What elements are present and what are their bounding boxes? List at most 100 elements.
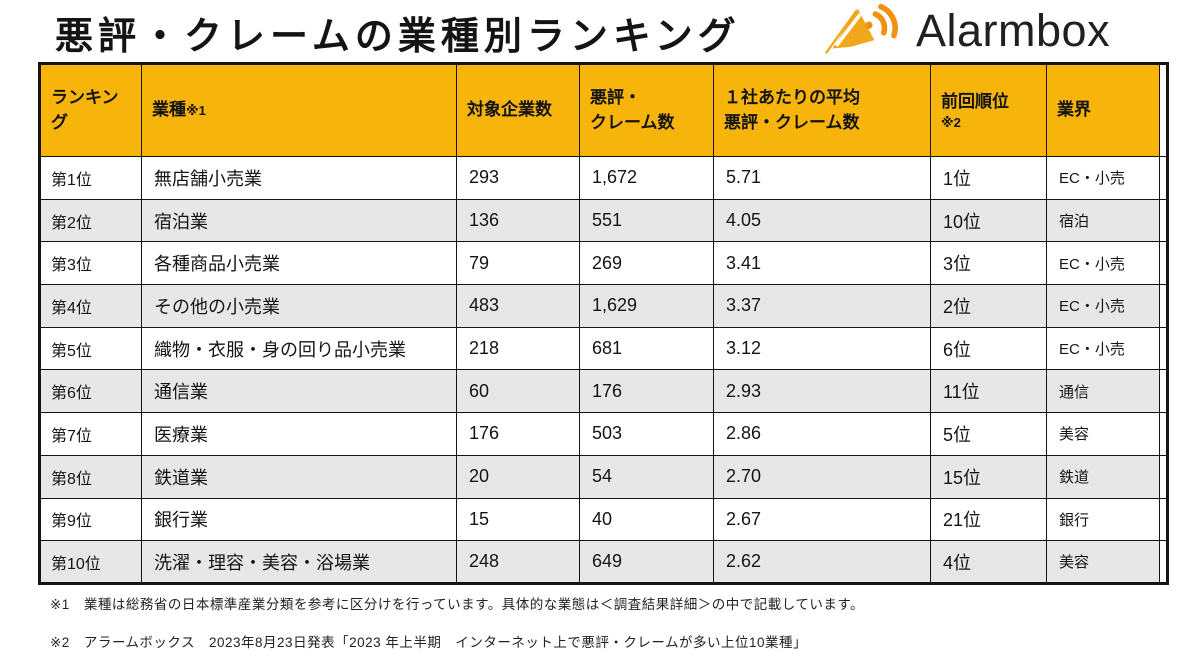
cell-sector: 通信 xyxy=(1046,369,1160,414)
empty-cell xyxy=(1159,326,1168,371)
cell-industry: 鉄道業 xyxy=(141,454,457,499)
cell-industry: 無店舗小売業 xyxy=(141,156,457,200)
empty-cell xyxy=(1159,412,1168,456)
cell-avg: 2.62 xyxy=(713,540,931,584)
table-row: 第10位 洗濯・理容・美容・浴場業 248 649 2.62 4位 美容 xyxy=(39,540,1168,584)
cell-rank: 第8位 xyxy=(39,454,142,499)
cell-rank: 第6位 xyxy=(39,369,142,414)
cell-complaints: 176 xyxy=(579,369,714,414)
cell-complaints: 269 xyxy=(579,241,714,286)
cell-rank: 第3位 xyxy=(39,241,142,286)
cell-companies: 218 xyxy=(456,326,580,371)
cell-industry: 各種商品小売業 xyxy=(141,241,457,286)
cell-avg: 2.93 xyxy=(713,369,931,414)
cell-prev: 5位 xyxy=(930,412,1047,456)
cell-complaints: 681 xyxy=(579,326,714,371)
alarmbox-logo-text: Alarmbox xyxy=(916,5,1111,56)
header-industry: 業種※1 xyxy=(141,63,457,157)
empty-cell xyxy=(1159,540,1168,584)
footnote-1: ※1 業種は総務省の日本標準産業分類を参考に区分けを行っています。具体的な業態は… xyxy=(50,597,865,612)
table-row: 第5位 織物・衣服・身の回り品小売業 218 681 3.12 6位 EC・小売 xyxy=(39,326,1168,371)
cell-avg: 5.71 xyxy=(713,156,931,200)
cell-prev: 6位 xyxy=(930,326,1047,371)
table-row: 第8位 鉄道業 20 54 2.70 15位 鉄道 xyxy=(39,454,1168,499)
cell-rank: 第5位 xyxy=(39,326,142,371)
cell-avg: 2.67 xyxy=(713,497,931,542)
empty-cell xyxy=(1159,454,1168,499)
header-companies: 対象企業数 xyxy=(456,63,580,157)
cell-companies: 248 xyxy=(456,540,580,584)
ranking-table: ランキング 業種※1 対象企業数 悪評・ クレーム数 １社あたりの平均 悪評・ク… xyxy=(38,62,1169,585)
cell-prev: 10位 xyxy=(930,198,1047,243)
cell-companies: 79 xyxy=(456,241,580,286)
cell-rank: 第1位 xyxy=(39,156,142,200)
cell-prev: 2位 xyxy=(930,284,1047,328)
cell-industry: 洗濯・理容・美容・浴場業 xyxy=(141,540,457,584)
header-complaints: 悪評・ クレーム数 xyxy=(579,63,714,157)
cell-industry: 織物・衣服・身の回り品小売業 xyxy=(141,326,457,371)
empty-cell xyxy=(1159,198,1168,243)
footnote-2: ※2 アラームボックス 2023年8月23日発表「2023 年上半期 インターネ… xyxy=(50,635,807,650)
cell-companies: 293 xyxy=(456,156,580,200)
cell-complaints: 1,629 xyxy=(579,284,714,328)
table-row: 第7位 医療業 176 503 2.86 5位 美容 xyxy=(39,412,1168,456)
cell-industry: その他の小売業 xyxy=(141,284,457,328)
cell-rank: 第2位 xyxy=(39,198,142,243)
cell-avg: 3.12 xyxy=(713,326,931,371)
cell-complaints: 503 xyxy=(579,412,714,456)
empty-cell xyxy=(1159,369,1168,414)
cell-prev: 3位 xyxy=(930,241,1047,286)
cell-sector: EC・小売 xyxy=(1046,156,1160,200)
empty-cell xyxy=(1159,284,1168,328)
cell-sector: 美容 xyxy=(1046,540,1160,584)
cell-sector: 美容 xyxy=(1046,412,1160,456)
cell-industry: 通信業 xyxy=(141,369,457,414)
table-row: 第1位 無店舗小売業 293 1,672 5.71 1位 EC・小売 xyxy=(39,156,1168,200)
cell-rank: 第9位 xyxy=(39,497,142,542)
cell-avg: 3.37 xyxy=(713,284,931,328)
cell-prev: 11位 xyxy=(930,369,1047,414)
table-row: 第3位 各種商品小売業 79 269 3.41 3位 EC・小売 xyxy=(39,241,1168,286)
cell-industry: 医療業 xyxy=(141,412,457,456)
header-previous-rank: 前回順位 ※2 xyxy=(930,63,1047,157)
header-average: １社あたりの平均 悪評・クレーム数 xyxy=(713,63,931,157)
cell-rank: 第4位 xyxy=(39,284,142,328)
header-sector: 業界 xyxy=(1046,63,1160,157)
table-row: 第2位 宿泊業 136 551 4.05 10位 宿泊 xyxy=(39,198,1168,243)
cell-prev: 15位 xyxy=(930,454,1047,499)
cell-sector: EC・小売 xyxy=(1046,326,1160,371)
cell-complaints: 54 xyxy=(579,454,714,499)
cell-prev: 4位 xyxy=(930,540,1047,584)
cell-sector: EC・小売 xyxy=(1046,241,1160,286)
cell-industry: 銀行業 xyxy=(141,497,457,542)
cell-sector: 宿泊 xyxy=(1046,198,1160,243)
header-ranking: ランキング xyxy=(39,63,142,157)
table-row: 第4位 その他の小売業 483 1,629 3.37 2位 EC・小売 xyxy=(39,284,1168,328)
cell-sector: 銀行 xyxy=(1046,497,1160,542)
empty-cell xyxy=(1159,497,1168,542)
cell-companies: 15 xyxy=(456,497,580,542)
empty-cell xyxy=(1159,241,1168,286)
table-row: 第9位 銀行業 15 40 2.67 21位 銀行 xyxy=(39,497,1168,542)
alarmbox-logo-icon xyxy=(824,2,908,61)
cell-companies: 20 xyxy=(456,454,580,499)
cell-rank: 第7位 xyxy=(39,412,142,456)
cell-companies: 176 xyxy=(456,412,580,456)
cell-prev: 1位 xyxy=(930,156,1047,200)
table-header-row: ランキング 業種※1 対象企業数 悪評・ クレーム数 １社あたりの平均 悪評・ク… xyxy=(39,63,1168,157)
cell-companies: 136 xyxy=(456,198,580,243)
cell-companies: 483 xyxy=(456,284,580,328)
page-title: 悪評・クレームの業種別ランキング xyxy=(55,16,741,58)
cell-rank: 第10位 xyxy=(39,540,142,584)
cell-complaints: 1,672 xyxy=(579,156,714,200)
cell-sector: EC・小売 xyxy=(1046,284,1160,328)
cell-complaints: 40 xyxy=(579,497,714,542)
cell-avg: 2.70 xyxy=(713,454,931,499)
header-empty-cell xyxy=(1159,63,1168,157)
table-row: 第6位 通信業 60 176 2.93 11位 通信 xyxy=(39,369,1168,414)
ranking-table-body: 第1位 無店舗小売業 293 1,672 5.71 1位 EC・小売 第2位 宿泊業 136 551… xyxy=(39,156,1168,584)
cell-industry: 宿泊業 xyxy=(141,198,457,243)
cell-complaints: 649 xyxy=(579,540,714,584)
cell-companies: 60 xyxy=(456,369,580,414)
cell-avg: 4.05 xyxy=(713,198,931,243)
